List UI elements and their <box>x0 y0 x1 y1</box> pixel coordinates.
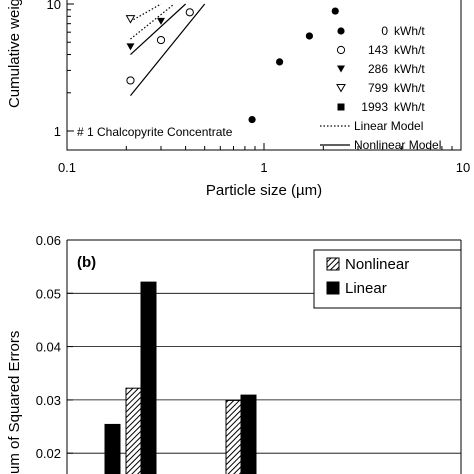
y-tick-label: 0.05 <box>36 286 61 301</box>
bar-nonlinear <box>125 387 142 474</box>
x-axis-label: Particle size (µm) <box>206 182 322 199</box>
bar-linear <box>140 281 157 474</box>
y-tick-label: 0.03 <box>36 393 61 408</box>
data-point-143 <box>126 76 135 85</box>
panel-label: (b) <box>77 254 96 271</box>
legend-marker <box>337 65 345 73</box>
legend-value: 143 <box>368 43 388 57</box>
legend-unit: kWh/t <box>394 43 425 57</box>
data-point-143 <box>156 35 166 45</box>
legend-value: 799 <box>368 81 388 95</box>
y-tick-label: 0.02 <box>36 446 61 461</box>
legend-unit: kWh/t <box>394 100 425 114</box>
data-point-286 <box>156 17 165 25</box>
legend-unit: kWh/t <box>394 81 425 95</box>
legend-marker <box>336 45 346 55</box>
model-line <box>130 3 175 40</box>
data-point-0 <box>305 32 313 40</box>
legend-marker <box>336 84 346 93</box>
data-point-286 <box>126 43 135 51</box>
legend-marker <box>337 103 345 111</box>
legend-swatch <box>326 257 340 271</box>
bar-linear <box>104 423 121 474</box>
data-point-143 <box>185 8 194 17</box>
x-tick-label: 0.1 <box>58 160 76 175</box>
x-tick-label: 1 <box>260 160 267 175</box>
model-line <box>130 3 162 22</box>
legend-swatch <box>326 281 340 295</box>
legend-marker <box>337 27 345 35</box>
model-line <box>130 3 187 55</box>
legend-unit: kWh/t <box>394 62 425 76</box>
legend: 0 kWh/t 143 kWh/t 286 kWh/t 799 kWh/t 1993 kWh/t L… <box>320 24 441 152</box>
legend-value: 0 <box>381 24 388 38</box>
bar-linear <box>240 394 257 474</box>
legend-value: 1993 <box>361 100 388 114</box>
annotation: # 1 Chalcopyrite Concentrate <box>77 125 233 139</box>
legend-label: Nonlinear <box>345 256 409 273</box>
legend-label: Linear <box>345 280 387 297</box>
y-tick-label: 0.06 <box>36 233 61 248</box>
y-tick-label: 0.04 <box>36 340 61 355</box>
data-point-0 <box>331 7 339 15</box>
legend-value: 286 <box>368 62 388 76</box>
bar-legend: Nonlinear Linear <box>313 249 462 309</box>
data-point-0 <box>248 115 256 124</box>
legend-label: Linear Model <box>354 119 423 133</box>
x-tick-label: 10 <box>456 160 470 175</box>
legend-unit: kWh/t <box>394 24 425 38</box>
y-tick-label: 10 <box>47 0 61 12</box>
y-axis-label: Cumulative weig <box>6 0 23 108</box>
bottom-panel: 0.02 0.03 0.04 0.05 0.06 um of Squared Errors… <box>6 233 462 474</box>
data-point-799 <box>125 15 136 24</box>
legend-label: Nonlinear Model <box>354 138 441 152</box>
top-panel: 0.1 1 10 1 10 Particle size (µm) Cumulative we… <box>6 0 470 199</box>
data-point-0 <box>275 58 284 66</box>
model-line <box>130 3 206 96</box>
y-axis-label: um of Squared Errors <box>6 331 23 474</box>
y-tick-label: 1 <box>54 124 61 139</box>
bar-nonlinear <box>225 399 242 474</box>
